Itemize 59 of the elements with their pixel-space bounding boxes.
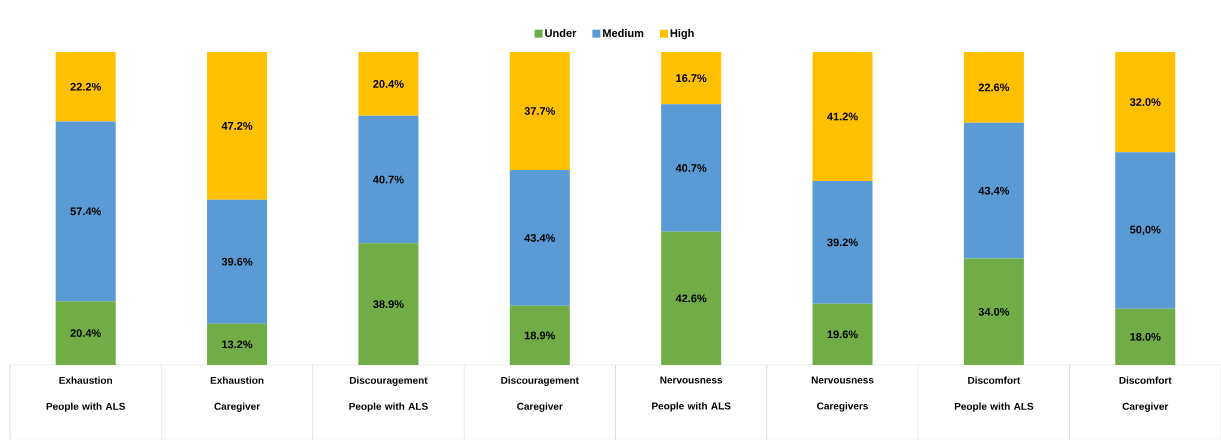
data-label: 40.7%	[675, 164, 707, 172]
data-label: 38.9%	[373, 300, 404, 309]
data-label: 16.7%	[676, 74, 707, 83]
bar	[661, 231, 722, 365]
data-label: 40.7%	[373, 175, 404, 184]
bar	[509, 305, 570, 365]
bar	[509, 170, 570, 306]
data-label: 18.0%	[1130, 332, 1161, 341]
bar	[55, 301, 116, 365]
bar	[1115, 52, 1176, 153]
bar	[1115, 152, 1176, 309]
category-label: Discomfort Caregiver	[1119, 376, 1172, 412]
data-label: 43.4%	[978, 186, 1010, 195]
bar	[963, 122, 1024, 259]
data-label: 43.4%	[524, 234, 556, 242]
bar	[812, 52, 873, 181]
data-label: 37.7%	[524, 107, 556, 115]
bar	[358, 52, 419, 116]
category-label: Exhaustion Caregiver	[210, 376, 264, 412]
bar	[963, 258, 1024, 365]
bar	[509, 52, 570, 170]
bar	[661, 52, 722, 105]
bar	[207, 199, 268, 324]
data-label: 42.6%	[675, 294, 707, 303]
category-label: Exhaustion People with ALS	[46, 376, 126, 412]
category-label: Discomfort People with ALS	[954, 376, 1034, 412]
data-label: 39.6%	[221, 257, 253, 266]
bar	[812, 180, 873, 304]
data-label: 32.0%	[1129, 98, 1161, 106]
data-label: 20.4%	[70, 329, 101, 337]
data-label: 34.0%	[978, 307, 1010, 316]
bar	[207, 323, 268, 365]
data-label: 20.4%	[373, 80, 404, 88]
bar	[207, 52, 268, 200]
bar	[358, 243, 419, 365]
data-label: 47.2%	[221, 122, 253, 130]
data-label: 57.4%	[70, 207, 101, 216]
category-label: Discouragement Caregiver	[501, 376, 579, 412]
data-label: 13.2%	[222, 340, 253, 349]
legend-label: High	[670, 28, 694, 40]
legend-label: Under	[545, 28, 577, 38]
category-label: Nervousness People with ALS	[652, 376, 731, 412]
bar	[1115, 308, 1176, 365]
category-label: Nervousness Caregivers	[811, 376, 874, 412]
bar	[661, 104, 722, 232]
bar	[55, 52, 116, 122]
bar	[55, 121, 116, 302]
legend-label: Medium	[603, 28, 644, 38]
data-label: 39.2%	[827, 238, 858, 247]
bar	[963, 52, 1024, 123]
data-label: 19.6%	[827, 330, 858, 339]
data-label: 41.2%	[827, 112, 858, 121]
data-label: 18.9%	[524, 331, 556, 340]
data-label: 22.2%	[70, 82, 101, 91]
data-label: 50,0%	[1130, 225, 1161, 236]
bar	[812, 303, 873, 365]
category-label: Discouragement People with ALS	[349, 376, 428, 412]
bar	[358, 115, 419, 244]
data-label: 22.6%	[978, 83, 1010, 92]
